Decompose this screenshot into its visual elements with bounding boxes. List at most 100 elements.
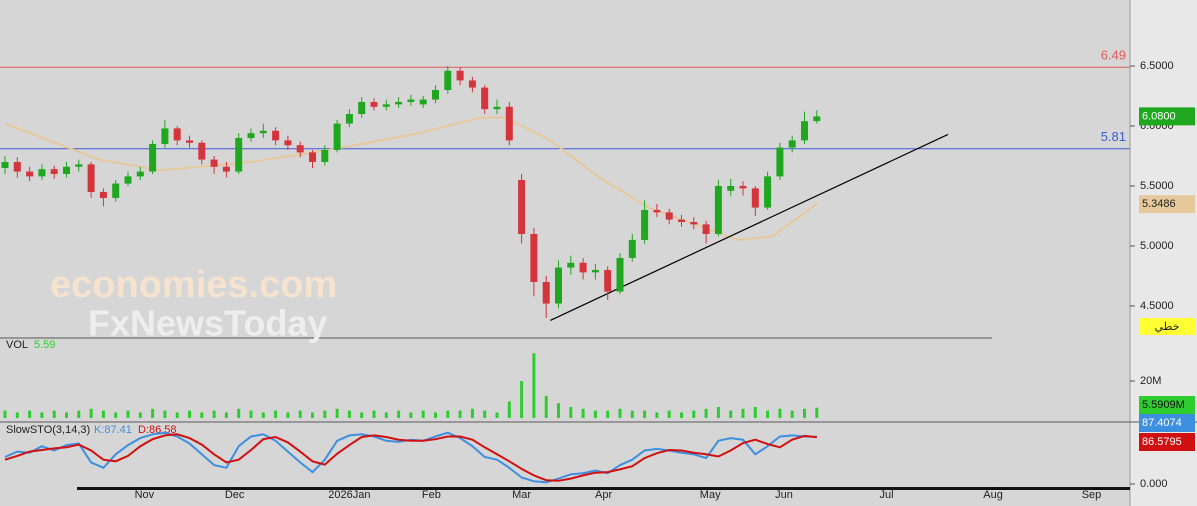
volume-bar	[581, 408, 585, 418]
y-tick-label: 5.0000	[1140, 240, 1174, 252]
candle-body	[173, 128, 181, 141]
watermark: economies.com	[50, 264, 337, 306]
panel-value: 5.59	[34, 339, 55, 351]
candle-body	[542, 281, 550, 304]
candle-body	[321, 149, 329, 162]
panel-label: SlowSTO(3,14,3)	[6, 424, 90, 436]
y-tick-label: 0.000	[1140, 478, 1168, 490]
candle-body	[714, 185, 722, 234]
x-tick-label: May	[700, 489, 721, 501]
ma-last: 5.3486	[1142, 198, 1176, 210]
x-tick-label: 2026Jan	[328, 489, 370, 501]
volume-bar	[335, 408, 339, 418]
volume-bar	[286, 412, 290, 418]
volume-bar	[470, 408, 474, 418]
volume-bar	[716, 406, 720, 418]
k-last: 87.4074	[1142, 417, 1182, 429]
volume-bar	[28, 410, 32, 418]
volume-bar	[483, 410, 487, 418]
volume-bar	[224, 412, 228, 418]
volume-bar	[544, 395, 548, 418]
volume-bar	[163, 410, 167, 418]
candle-body	[628, 239, 636, 258]
volume-bar	[360, 412, 364, 418]
volume-bar	[729, 410, 733, 418]
candle-body	[407, 99, 415, 102]
x-tick-label: Jun	[775, 489, 793, 501]
volume-bar	[655, 412, 659, 418]
candle-body	[358, 101, 366, 114]
y-tick-label: 4.5000	[1140, 300, 1174, 312]
volume-bar	[421, 410, 425, 418]
candle-body	[370, 101, 378, 107]
level-label: 5.81	[1101, 129, 1126, 144]
x-tick-label: Apr	[595, 489, 612, 501]
mode-label[interactable]: خطي	[1155, 321, 1180, 333]
candle-body	[38, 169, 46, 177]
candle-body	[456, 70, 464, 81]
volume-bar	[77, 410, 81, 418]
volume-bar	[532, 353, 536, 418]
volume-bar	[766, 410, 770, 418]
candle-body	[1, 161, 9, 168]
candle-body	[63, 166, 71, 174]
candle-body	[235, 137, 243, 172]
volume-bar	[815, 407, 819, 418]
volume-bar	[311, 412, 315, 418]
volume-last-box	[1139, 396, 1195, 414]
candle-body	[751, 188, 759, 208]
x-tick-label: Dec	[225, 489, 245, 501]
candle-body	[678, 219, 686, 222]
volume-bar	[15, 412, 19, 418]
volume-bar	[507, 401, 511, 418]
volume-bar	[667, 410, 671, 418]
volume-bar	[323, 410, 327, 418]
volume-bar	[3, 410, 7, 418]
volume-bar	[101, 410, 105, 418]
ma-last-box	[1139, 195, 1195, 214]
stoch-k	[4, 431, 817, 484]
candle-body	[813, 116, 821, 122]
volume-bar	[778, 408, 782, 418]
volume-bar	[446, 410, 450, 418]
candle-body	[665, 212, 673, 220]
x-tick-label: Jul	[879, 489, 893, 501]
volume-bar	[557, 403, 561, 418]
candle-body	[555, 267, 563, 304]
candle-body	[210, 159, 218, 167]
x-tick-label: Mar	[512, 489, 531, 501]
candle-body	[727, 185, 735, 191]
candle-body	[284, 140, 292, 146]
candle-body	[87, 164, 95, 192]
candle-body	[518, 179, 526, 234]
candle-body	[530, 233, 538, 282]
k-last-box	[1139, 414, 1195, 432]
x-tick-label: Nov	[135, 489, 155, 501]
volume-bar	[126, 410, 130, 418]
volume-bar	[397, 410, 401, 418]
candle-body	[198, 142, 206, 160]
volume-bar	[409, 412, 413, 418]
volume-bar	[65, 412, 69, 418]
candle-body	[259, 130, 267, 134]
candle-body	[690, 221, 698, 225]
candle-body	[136, 171, 144, 177]
candle-body	[112, 183, 120, 198]
candle-body	[382, 104, 390, 107]
volume-bar	[261, 412, 265, 418]
candle-body	[505, 106, 513, 141]
candle-body	[309, 152, 317, 162]
volume-bar	[237, 408, 241, 418]
volume-bar	[188, 410, 192, 418]
x-tick-label: Feb	[422, 489, 441, 501]
candle-body	[13, 161, 21, 172]
mode-box[interactable]	[1139, 318, 1195, 335]
volume-bar	[200, 412, 204, 418]
candle-body	[50, 169, 58, 174]
volume-bar	[434, 412, 438, 418]
volume-bar	[298, 410, 302, 418]
candle-body	[149, 143, 157, 172]
candle-body	[616, 257, 624, 292]
y-tick-label: 6.5000	[1140, 60, 1174, 72]
candle-body	[444, 70, 452, 90]
